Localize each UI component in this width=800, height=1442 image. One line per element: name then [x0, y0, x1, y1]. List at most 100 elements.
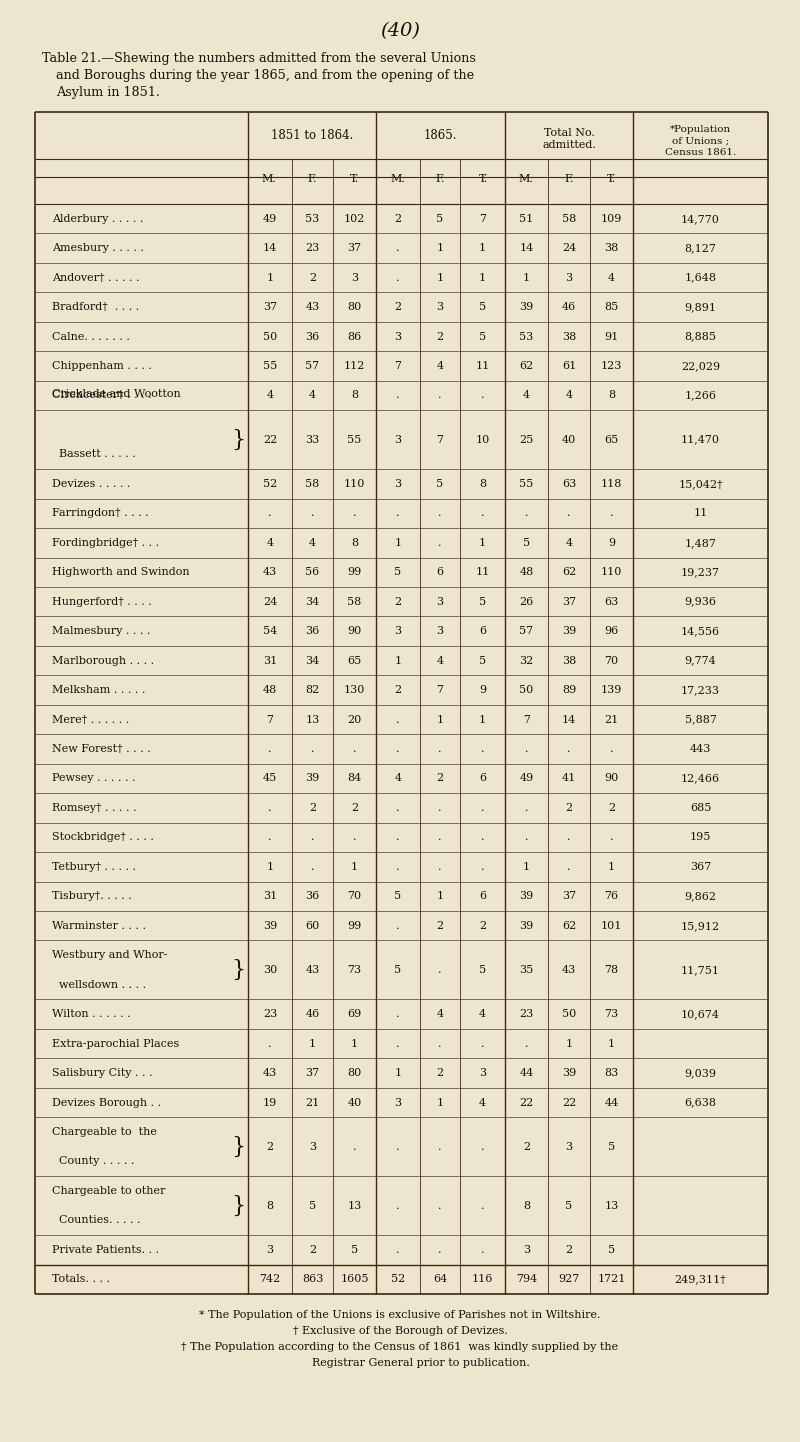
Text: 8: 8 [351, 538, 358, 548]
Text: Calne. . . . . . .: Calne. . . . . . . [52, 332, 130, 342]
Text: Registrar General prior to publication.: Registrar General prior to publication. [270, 1358, 530, 1368]
Text: 39: 39 [263, 921, 277, 930]
Text: 1865.: 1865. [424, 128, 458, 141]
Text: 39: 39 [519, 921, 534, 930]
Text: Devizes Borough . .: Devizes Borough . . [52, 1097, 161, 1107]
Text: 22: 22 [519, 1097, 534, 1107]
Text: 46: 46 [562, 303, 576, 311]
Text: 52: 52 [263, 479, 277, 489]
Text: 2: 2 [309, 1244, 316, 1255]
Text: 6: 6 [479, 773, 486, 783]
Text: 3: 3 [351, 273, 358, 283]
Text: 195: 195 [690, 832, 711, 842]
Text: 367: 367 [690, 862, 711, 872]
Text: 38: 38 [562, 332, 576, 342]
Text: 70: 70 [605, 656, 618, 666]
Text: 7: 7 [479, 213, 486, 224]
Text: 1: 1 [523, 273, 530, 283]
Text: 2: 2 [394, 597, 402, 607]
Text: .: . [396, 1244, 400, 1255]
Text: 55: 55 [519, 479, 534, 489]
Text: .: . [396, 1009, 400, 1019]
Text: 39: 39 [519, 891, 534, 901]
Text: 33: 33 [306, 434, 320, 444]
Text: 43: 43 [306, 965, 320, 975]
Text: 51: 51 [519, 213, 534, 224]
Text: 1: 1 [523, 862, 530, 872]
Text: 11,470: 11,470 [681, 434, 720, 444]
Text: 58: 58 [306, 479, 320, 489]
Text: † Exclusive of the Borough of Devizes.: † Exclusive of the Borough of Devizes. [293, 1327, 507, 1335]
Text: 5: 5 [437, 213, 443, 224]
Text: .: . [481, 862, 484, 872]
Text: 23: 23 [263, 1009, 277, 1019]
Text: .: . [396, 803, 400, 813]
Text: 4: 4 [479, 1097, 486, 1107]
Text: .: . [268, 744, 272, 754]
Text: 73: 73 [605, 1009, 618, 1019]
Text: 70: 70 [347, 891, 362, 901]
Text: 82: 82 [306, 685, 320, 695]
Text: 54: 54 [263, 626, 277, 636]
Text: .: . [396, 509, 400, 518]
Text: 31: 31 [263, 656, 277, 666]
Text: 43: 43 [263, 1069, 277, 1079]
Text: 5: 5 [351, 1244, 358, 1255]
Text: .: . [396, 862, 400, 872]
Text: 1: 1 [479, 715, 486, 724]
Text: of Unions ;: of Unions ; [672, 136, 729, 146]
Text: 36: 36 [306, 626, 320, 636]
Text: 39: 39 [562, 626, 576, 636]
Text: 14,556: 14,556 [681, 626, 720, 636]
Text: 109: 109 [601, 213, 622, 224]
Text: 1851 to 1864.: 1851 to 1864. [271, 128, 353, 141]
Text: 4: 4 [566, 391, 573, 401]
Text: Stockbridge† . . . .: Stockbridge† . . . . [52, 832, 154, 842]
Text: .: . [438, 862, 442, 872]
Text: }: } [231, 1136, 245, 1158]
Text: .: . [396, 244, 400, 254]
Text: 5: 5 [479, 332, 486, 342]
Text: .: . [481, 1142, 484, 1152]
Text: 1: 1 [608, 1038, 615, 1048]
Text: T.: T. [350, 174, 359, 185]
Text: 9,862: 9,862 [685, 891, 717, 901]
Text: Bradford†  . . . .: Bradford† . . . . [52, 303, 139, 311]
Text: 1: 1 [437, 1097, 443, 1107]
Text: 123: 123 [601, 360, 622, 371]
Text: 1: 1 [608, 862, 615, 872]
Text: 7: 7 [437, 434, 443, 444]
Text: 84: 84 [347, 773, 362, 783]
Text: 9: 9 [608, 538, 615, 548]
Text: 31: 31 [263, 891, 277, 901]
Text: .: . [438, 391, 442, 401]
Text: }: } [231, 1194, 245, 1217]
Text: 99: 99 [347, 921, 362, 930]
Text: 85: 85 [604, 303, 618, 311]
Text: 44: 44 [604, 1097, 618, 1107]
Text: 1: 1 [266, 862, 274, 872]
Text: Bassett . . . . .: Bassett . . . . . [52, 450, 136, 460]
Text: 5: 5 [479, 656, 486, 666]
Text: 1,487: 1,487 [685, 538, 717, 548]
Text: 48: 48 [519, 567, 534, 577]
Text: }: } [231, 428, 245, 451]
Text: Extra-parochial Places: Extra-parochial Places [52, 1038, 179, 1048]
Text: .: . [353, 1142, 356, 1152]
Text: .: . [567, 744, 570, 754]
Text: 2: 2 [566, 1244, 573, 1255]
Text: 443: 443 [690, 744, 711, 754]
Text: 56: 56 [306, 567, 320, 577]
Text: 76: 76 [605, 891, 618, 901]
Text: F.: F. [307, 174, 317, 185]
Text: 50: 50 [562, 1009, 576, 1019]
Text: 44: 44 [519, 1069, 534, 1079]
Text: 37: 37 [347, 244, 362, 254]
Text: .: . [438, 1201, 442, 1211]
Text: 2: 2 [351, 803, 358, 813]
Text: 22,029: 22,029 [681, 360, 720, 371]
Text: .: . [438, 1244, 442, 1255]
Text: 43: 43 [263, 567, 277, 577]
Text: .: . [438, 538, 442, 548]
Text: 53: 53 [519, 332, 534, 342]
